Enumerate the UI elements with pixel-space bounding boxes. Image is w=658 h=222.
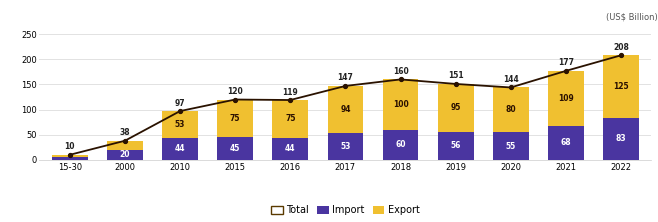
Text: 160: 160 (393, 67, 409, 76)
Text: 10: 10 (64, 142, 75, 151)
Text: 60: 60 (395, 140, 406, 149)
Bar (217, 99, 253, 137)
Text: 75: 75 (285, 114, 295, 123)
Bar (107, 150, 143, 160)
Bar (162, 111, 198, 138)
Text: 94: 94 (340, 105, 351, 114)
Bar (107, 141, 143, 150)
Text: 44: 44 (285, 144, 295, 153)
Text: 177: 177 (558, 58, 574, 67)
Text: 144: 144 (503, 75, 519, 84)
Text: 53: 53 (340, 142, 351, 151)
Text: 44: 44 (175, 144, 186, 153)
Text: 83: 83 (616, 135, 626, 143)
Bar (383, 130, 418, 160)
Text: 109: 109 (558, 94, 574, 103)
Text: 53: 53 (175, 120, 186, 129)
Text: 45: 45 (230, 144, 240, 153)
Text: 75: 75 (230, 114, 240, 123)
Bar (548, 126, 584, 160)
Bar (548, 71, 584, 126)
Bar (217, 137, 253, 160)
Bar (493, 132, 529, 160)
Bar (438, 132, 474, 160)
Bar (328, 133, 363, 160)
Text: 100: 100 (393, 100, 409, 109)
Text: 125: 125 (613, 82, 629, 91)
Text: 55: 55 (506, 141, 516, 151)
Bar (383, 79, 418, 130)
Text: 56: 56 (451, 141, 461, 150)
Text: 208: 208 (613, 43, 629, 52)
Text: 38: 38 (120, 128, 130, 137)
Text: 119: 119 (282, 87, 298, 97)
Text: 95: 95 (451, 103, 461, 112)
Bar (493, 87, 529, 132)
Text: 97: 97 (175, 99, 186, 108)
Text: (US$ Billion): (US$ Billion) (606, 12, 657, 21)
Text: 120: 120 (227, 87, 243, 96)
Text: 147: 147 (338, 73, 353, 82)
Bar (603, 118, 639, 160)
Bar (603, 55, 639, 118)
Text: 20: 20 (120, 150, 130, 159)
Bar (328, 86, 363, 133)
Bar (52, 157, 88, 160)
Text: 80: 80 (505, 105, 516, 114)
Bar (52, 155, 88, 157)
Text: 151: 151 (448, 71, 463, 80)
Legend: Total, Import, Export: Total, Import, Export (267, 201, 424, 219)
Bar (438, 84, 474, 132)
Bar (162, 138, 198, 160)
Bar (272, 138, 308, 160)
Bar (272, 100, 308, 138)
Text: 68: 68 (561, 138, 571, 147)
